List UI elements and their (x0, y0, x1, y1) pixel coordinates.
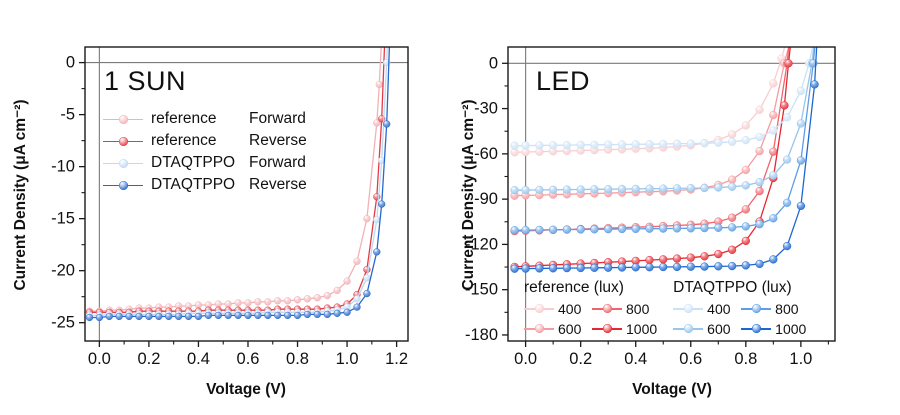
svg-text:1.0: 1.0 (336, 350, 359, 368)
svg-text:1.2: 1.2 (385, 350, 408, 368)
legend-lux-label: 400 (558, 300, 582, 317)
legend-item-ref-600: 600 (524, 319, 588, 338)
svg-text:0.2: 0.2 (137, 350, 160, 368)
legend-group-title: reference (lux) (524, 279, 624, 296)
legend-lux-label: 600 (707, 320, 731, 337)
legend-item-dta-800: 800 (741, 299, 806, 318)
legend-lux-label: 400 (707, 300, 731, 317)
legend-lux-label: 1000 (626, 320, 658, 337)
x-axis-label-led: Voltage (V) (632, 381, 712, 398)
series-marker-icon (592, 324, 622, 334)
chart-led: 0.0 0.2 0.4 0.6 0.8 1.0 0 -30 -60 -90 -120 -150 -180… (450, 0, 900, 415)
chart-1sun: 0.0 0.2 0.4 0.6 0.8 1.0 1.2 0 -5 -10 -15 -20 -25 1 S… (12, 46, 409, 398)
svg-text:-30: -30 (474, 100, 498, 118)
legend-led: reference (lux) 400 800 600 (524, 279, 806, 338)
svg-text:-150: -150 (465, 281, 498, 299)
svg-text:1.0: 1.0 (789, 350, 812, 368)
svg-text:0.4: 0.4 (187, 350, 210, 368)
legend-group-dtaqtppo: DTAQTPPO (lux) 400 800 600 (673, 279, 806, 338)
series-marker-icon (103, 180, 143, 190)
legend-series-name: reference (151, 110, 217, 127)
svg-text:-25: -25 (51, 314, 75, 332)
svg-text:-180: -180 (465, 326, 498, 344)
legend-scan-direction: Reverse (249, 132, 307, 149)
svg-text:-10: -10 (51, 158, 75, 176)
series-marker-icon (741, 324, 772, 334)
legend-group-title: DTAQTPPO (lux) (673, 279, 792, 296)
chart-title-led: LED (536, 66, 591, 96)
legend-lux-label: 1000 (775, 320, 807, 337)
legend-item-ref-800: 800 (592, 299, 657, 318)
y-axis-label-1sun: Current Density (μA cm⁻²) (12, 99, 29, 291)
series-marker-icon (741, 304, 772, 314)
svg-text:-15: -15 (51, 210, 75, 228)
legend-lux-label: 600 (558, 320, 582, 337)
legend-item-dta-400: 400 (673, 299, 737, 318)
svg-text:0: 0 (489, 54, 498, 72)
svg-text:-120: -120 (465, 235, 498, 253)
legend-series-name: DTAQTPPO (151, 176, 236, 193)
svg-text:-60: -60 (474, 145, 498, 163)
legend-scan-direction: Reverse (249, 176, 307, 193)
svg-text:0.8: 0.8 (286, 350, 309, 368)
chart-title-1sun: 1 SUN (104, 66, 187, 96)
legend-lux-label: 800 (626, 300, 650, 317)
svg-text:-5: -5 (60, 106, 75, 124)
svg-text:-90: -90 (474, 190, 498, 208)
svg-text:-20: -20 (51, 262, 75, 280)
y-axis-label-led: Current Density (μA cm⁻²) (460, 99, 477, 291)
x-axis-label-1sun: Voltage (V) (206, 381, 286, 398)
series-marker-icon (103, 114, 143, 124)
svg-text:0.8: 0.8 (734, 350, 757, 368)
legend-group-reference: reference (lux) 400 800 600 (524, 279, 657, 338)
svg-text:0.0: 0.0 (88, 350, 111, 368)
legend-lux-label: 800 (775, 300, 799, 317)
series-marker-icon (524, 324, 554, 334)
series-marker-icon (103, 136, 143, 146)
legend-scan-direction: Forward (249, 154, 306, 171)
series-marker-icon (673, 324, 704, 334)
legend-item-dta-600: 600 (673, 319, 737, 338)
svg-text:0.6: 0.6 (237, 350, 260, 368)
svg-text:0.0: 0.0 (514, 350, 537, 368)
plot-canvas-led: 0.0 0.2 0.4 0.6 0.8 1.0 0 -30 -60 -90 -120 -150 -180 (465, 46, 836, 368)
plot-canvas-1sun: 0.0 0.2 0.4 0.6 0.8 1.0 1.2 0 -5 -10 -15 -20 -25 (51, 46, 409, 368)
svg-text:0.2: 0.2 (569, 350, 592, 368)
legend-series-name: DTAQTPPO (151, 154, 236, 171)
series-marker-icon (103, 158, 143, 168)
legend-item-dta-1000: 1000 (741, 319, 806, 338)
legend-series-name: reference (151, 132, 217, 149)
legend-item-dtaqtppo-reverse: DTAQTPPO Reverse (103, 174, 307, 196)
series-marker-icon (524, 304, 554, 314)
legend-item-reference-forward: reference Forward (103, 108, 307, 130)
legend-1sun: reference Forward reference Reverse DTAQ… (103, 108, 307, 196)
series-marker-icon (673, 304, 704, 314)
legend-item-reference-reverse: reference Reverse (103, 130, 307, 152)
legend-scan-direction: Forward (249, 110, 306, 127)
legend-item-ref-1000: 1000 (592, 319, 657, 338)
legend-item-ref-400: 400 (524, 299, 588, 318)
svg-text:0.6: 0.6 (679, 350, 702, 368)
svg-text:0.4: 0.4 (624, 350, 647, 368)
series-marker-icon (592, 304, 622, 314)
svg-text:0: 0 (66, 54, 75, 72)
legend-item-dtaqtppo-forward: DTAQTPPO Forward (103, 152, 307, 174)
